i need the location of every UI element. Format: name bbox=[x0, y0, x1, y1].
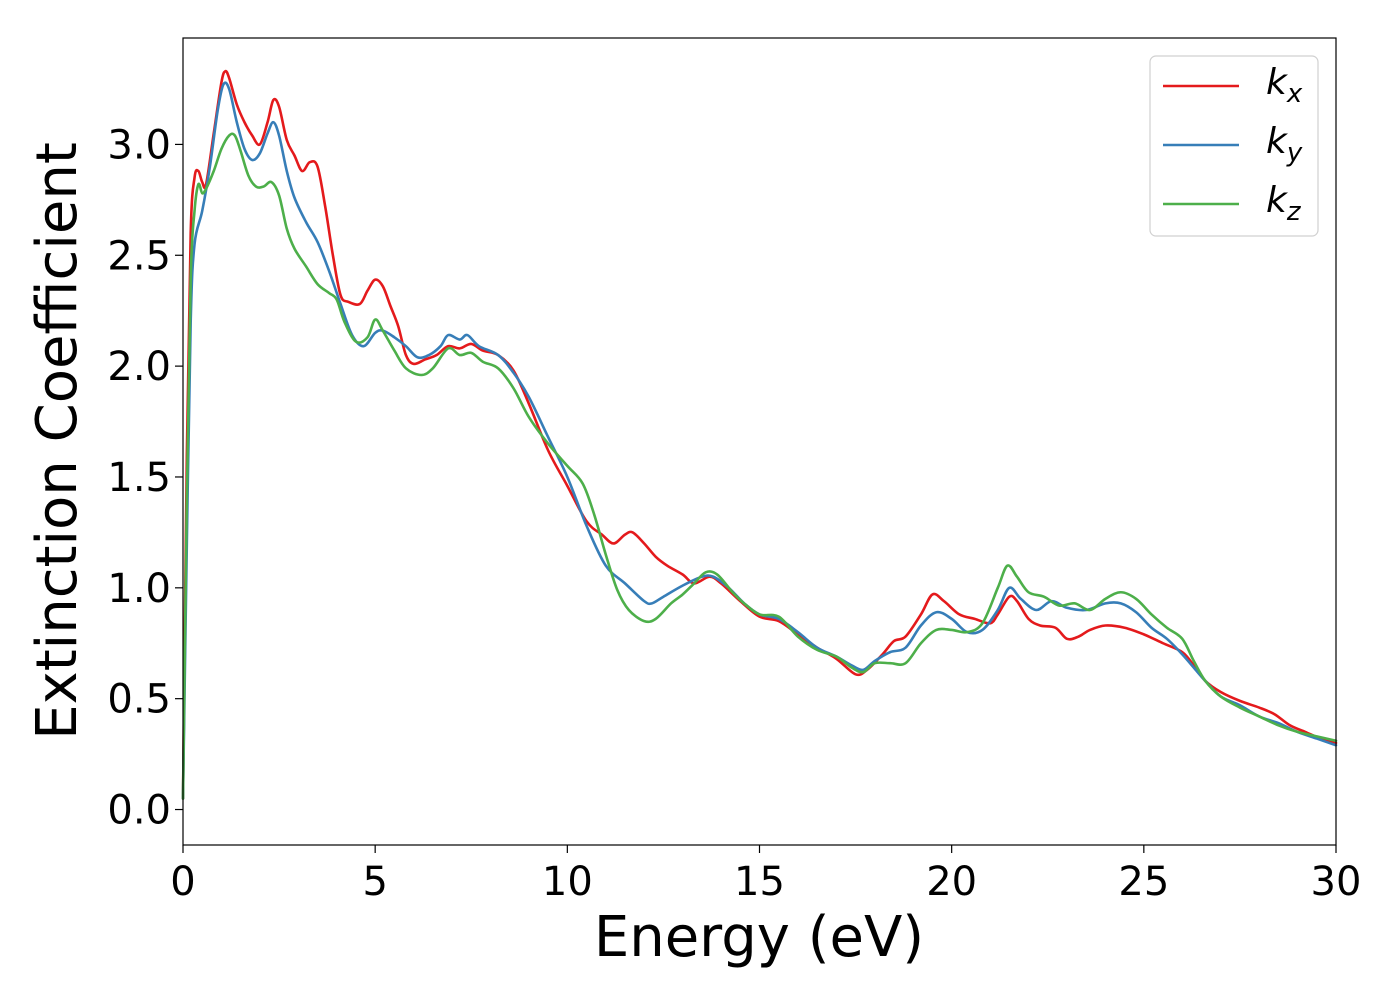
x-axis: 0 5 10 15 20 25 30 bbox=[170, 845, 1361, 905]
series-line-kz bbox=[181, 132, 1338, 800]
y-tick-label: 0.0 bbox=[107, 788, 171, 834]
y-tick-label: 0.5 bbox=[107, 677, 171, 723]
series-layer bbox=[181, 69, 1338, 800]
legend-label-kz: kz bbox=[1266, 180, 1302, 227]
y-tick-label: 2.5 bbox=[107, 233, 171, 279]
y-axis: 0.0 0.5 1.0 1.5 2.0 2.5 3.0 bbox=[107, 122, 183, 834]
x-tick-label: 15 bbox=[734, 859, 785, 905]
y-tick-label: 1.5 bbox=[107, 455, 171, 501]
x-axis-title: Energy (eV) bbox=[594, 905, 924, 970]
x-tick-label: 20 bbox=[926, 859, 977, 905]
legend-label-ky: ky bbox=[1266, 121, 1303, 168]
y-axis-title: Extinction Coefficient bbox=[25, 142, 90, 740]
legend: kx ky kz bbox=[1149, 55, 1319, 237]
legend-label-kx: kx bbox=[1266, 62, 1303, 109]
x-tick-label: 10 bbox=[542, 859, 593, 905]
x-tick-label: 25 bbox=[1118, 859, 1169, 905]
plot-background bbox=[183, 38, 1336, 845]
y-tick-label: 3.0 bbox=[107, 122, 171, 168]
series-line-kx bbox=[181, 69, 1338, 800]
x-tick-label: 0 bbox=[170, 859, 195, 905]
x-tick-label: 5 bbox=[362, 859, 387, 905]
x-tick-label: 30 bbox=[1311, 859, 1362, 905]
y-tick-label: 2.0 bbox=[107, 344, 171, 390]
y-tick-label: 1.0 bbox=[107, 566, 171, 612]
